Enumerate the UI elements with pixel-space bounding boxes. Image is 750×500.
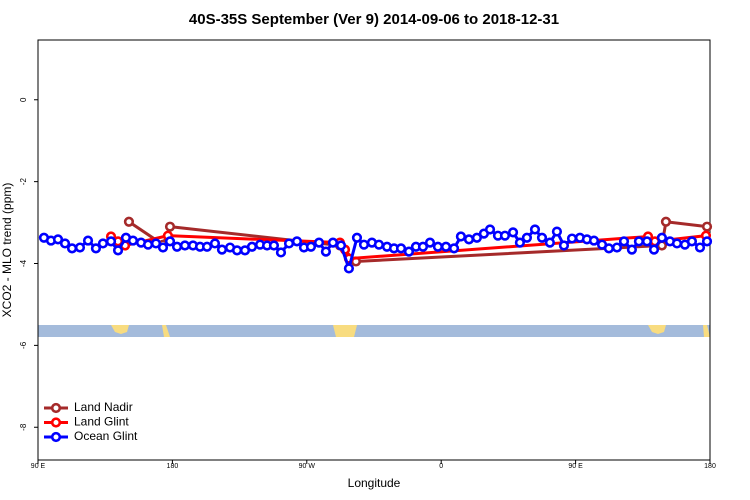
point bbox=[150, 238, 162, 249]
point bbox=[66, 243, 78, 254]
legend-marker bbox=[50, 402, 62, 414]
point bbox=[544, 237, 556, 248]
point bbox=[671, 238, 683, 249]
point bbox=[633, 236, 645, 247]
x-tick-label: 0 bbox=[439, 463, 443, 470]
point bbox=[603, 243, 615, 254]
point bbox=[558, 240, 570, 251]
point bbox=[403, 246, 415, 257]
point bbox=[246, 241, 258, 252]
point bbox=[164, 236, 176, 247]
point bbox=[283, 238, 295, 249]
y-tick-label: -2 bbox=[19, 178, 28, 186]
point bbox=[648, 244, 660, 255]
point bbox=[201, 241, 213, 252]
point bbox=[463, 234, 475, 245]
plot-frame bbox=[37, 39, 711, 461]
point bbox=[164, 221, 176, 232]
point bbox=[618, 236, 630, 247]
point bbox=[358, 239, 370, 250]
point bbox=[660, 216, 672, 227]
point bbox=[499, 230, 511, 241]
point bbox=[551, 226, 563, 237]
point bbox=[686, 236, 698, 247]
y-tick-label: -8 bbox=[19, 423, 28, 431]
point bbox=[82, 235, 94, 246]
point bbox=[417, 241, 429, 252]
point bbox=[471, 232, 482, 243]
point bbox=[484, 224, 496, 235]
point bbox=[216, 244, 228, 255]
point bbox=[343, 263, 355, 274]
point bbox=[611, 242, 623, 253]
legend-label: Ocean Glint bbox=[74, 429, 138, 443]
legend-label: Land Nadir bbox=[74, 400, 133, 414]
point bbox=[641, 236, 653, 247]
point bbox=[521, 232, 533, 243]
point bbox=[455, 231, 467, 242]
point bbox=[335, 240, 347, 251]
point bbox=[320, 246, 332, 257]
x-tick-label: 180 bbox=[704, 463, 716, 470]
point bbox=[701, 221, 713, 232]
x-axis-label: Longitude bbox=[348, 476, 401, 490]
point bbox=[275, 247, 287, 258]
legend-label: Land Glint bbox=[74, 415, 129, 429]
point bbox=[209, 238, 221, 249]
point bbox=[351, 232, 363, 243]
map-strip bbox=[38, 325, 710, 337]
point bbox=[588, 235, 600, 246]
point bbox=[327, 237, 339, 248]
point bbox=[432, 241, 444, 252]
point bbox=[268, 240, 280, 251]
legend-marker bbox=[50, 417, 62, 428]
point bbox=[566, 233, 578, 244]
x-tick-label: 90 E bbox=[568, 463, 583, 470]
point bbox=[701, 236, 713, 247]
point bbox=[90, 243, 102, 254]
point bbox=[127, 235, 139, 246]
point bbox=[507, 227, 519, 238]
point bbox=[97, 238, 109, 249]
point bbox=[448, 243, 460, 254]
point bbox=[424, 237, 436, 248]
point bbox=[694, 242, 706, 253]
point bbox=[440, 241, 452, 252]
x-tick-label: 90 W bbox=[299, 463, 316, 470]
point bbox=[656, 232, 668, 243]
point bbox=[123, 216, 135, 227]
point bbox=[395, 243, 407, 254]
x-tick-label: 180 bbox=[167, 463, 179, 470]
point bbox=[179, 240, 191, 251]
y-tick-label: -4 bbox=[19, 259, 28, 267]
point bbox=[171, 241, 183, 252]
point bbox=[305, 241, 317, 252]
point bbox=[291, 236, 303, 247]
y-tick-label: 0 bbox=[19, 97, 28, 102]
point bbox=[373, 239, 385, 250]
point bbox=[59, 238, 71, 249]
point bbox=[112, 245, 124, 256]
point bbox=[52, 234, 64, 245]
point bbox=[514, 237, 525, 248]
point bbox=[231, 245, 243, 256]
point bbox=[626, 244, 637, 255]
point bbox=[74, 242, 86, 253]
point bbox=[157, 242, 169, 253]
x-tick-label: 90 E bbox=[31, 463, 46, 470]
y-tick-label: -6 bbox=[19, 341, 28, 349]
point bbox=[105, 236, 117, 247]
point bbox=[313, 237, 325, 248]
legend-marker bbox=[50, 431, 62, 443]
y-axis-label: XCO2 - MLO trend (ppm) bbox=[0, 183, 14, 318]
chart-title: 40S-35S September (Ver 9) 2014-09-06 to … bbox=[189, 11, 559, 28]
point bbox=[536, 232, 548, 243]
point bbox=[529, 224, 541, 235]
point bbox=[142, 239, 154, 250]
